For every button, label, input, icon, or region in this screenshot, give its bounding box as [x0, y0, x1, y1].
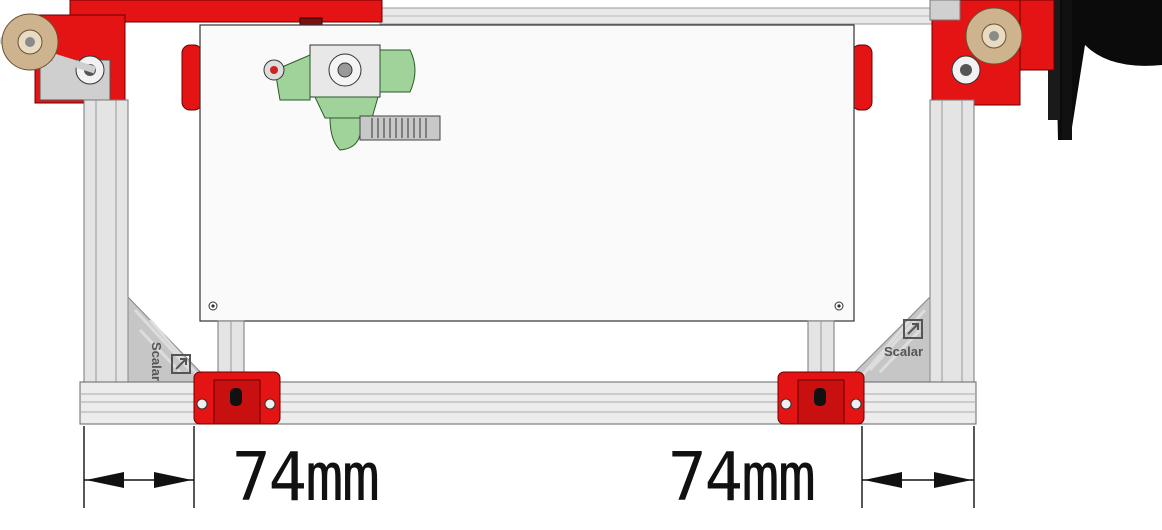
arrow-right-icon — [934, 472, 972, 488]
dimension-label-left: 74mm — [232, 439, 380, 517]
motor-pulley — [1048, 0, 1162, 140]
bracket-brand-left: Scalar — [149, 342, 164, 381]
dimension-label-right: 74mm — [668, 439, 816, 517]
left-upright — [83, 99, 129, 386]
left-motor-mount — [0, 13, 126, 104]
arrow-right-icon — [154, 472, 192, 488]
dimension-right — [861, 426, 975, 508]
left-corner-bracket: Scalar — [127, 295, 212, 383]
top-rail — [379, 7, 941, 25]
right-bed-clamp — [777, 371, 865, 425]
bracket-brand-right: Scalar — [884, 344, 923, 359]
right-motor-mount — [929, 0, 1055, 106]
scalar-logo-icon — [171, 354, 191, 374]
extruder-assembly — [263, 44, 441, 151]
arrow-left-icon — [864, 472, 902, 488]
right-upright — [929, 99, 975, 386]
arrow-left-icon — [86, 472, 124, 488]
scalar-logo-icon — [903, 319, 923, 339]
right-corner-bracket: Scalar — [843, 295, 931, 383]
dimension-left — [83, 426, 195, 508]
left-bed-clamp — [193, 371, 281, 425]
